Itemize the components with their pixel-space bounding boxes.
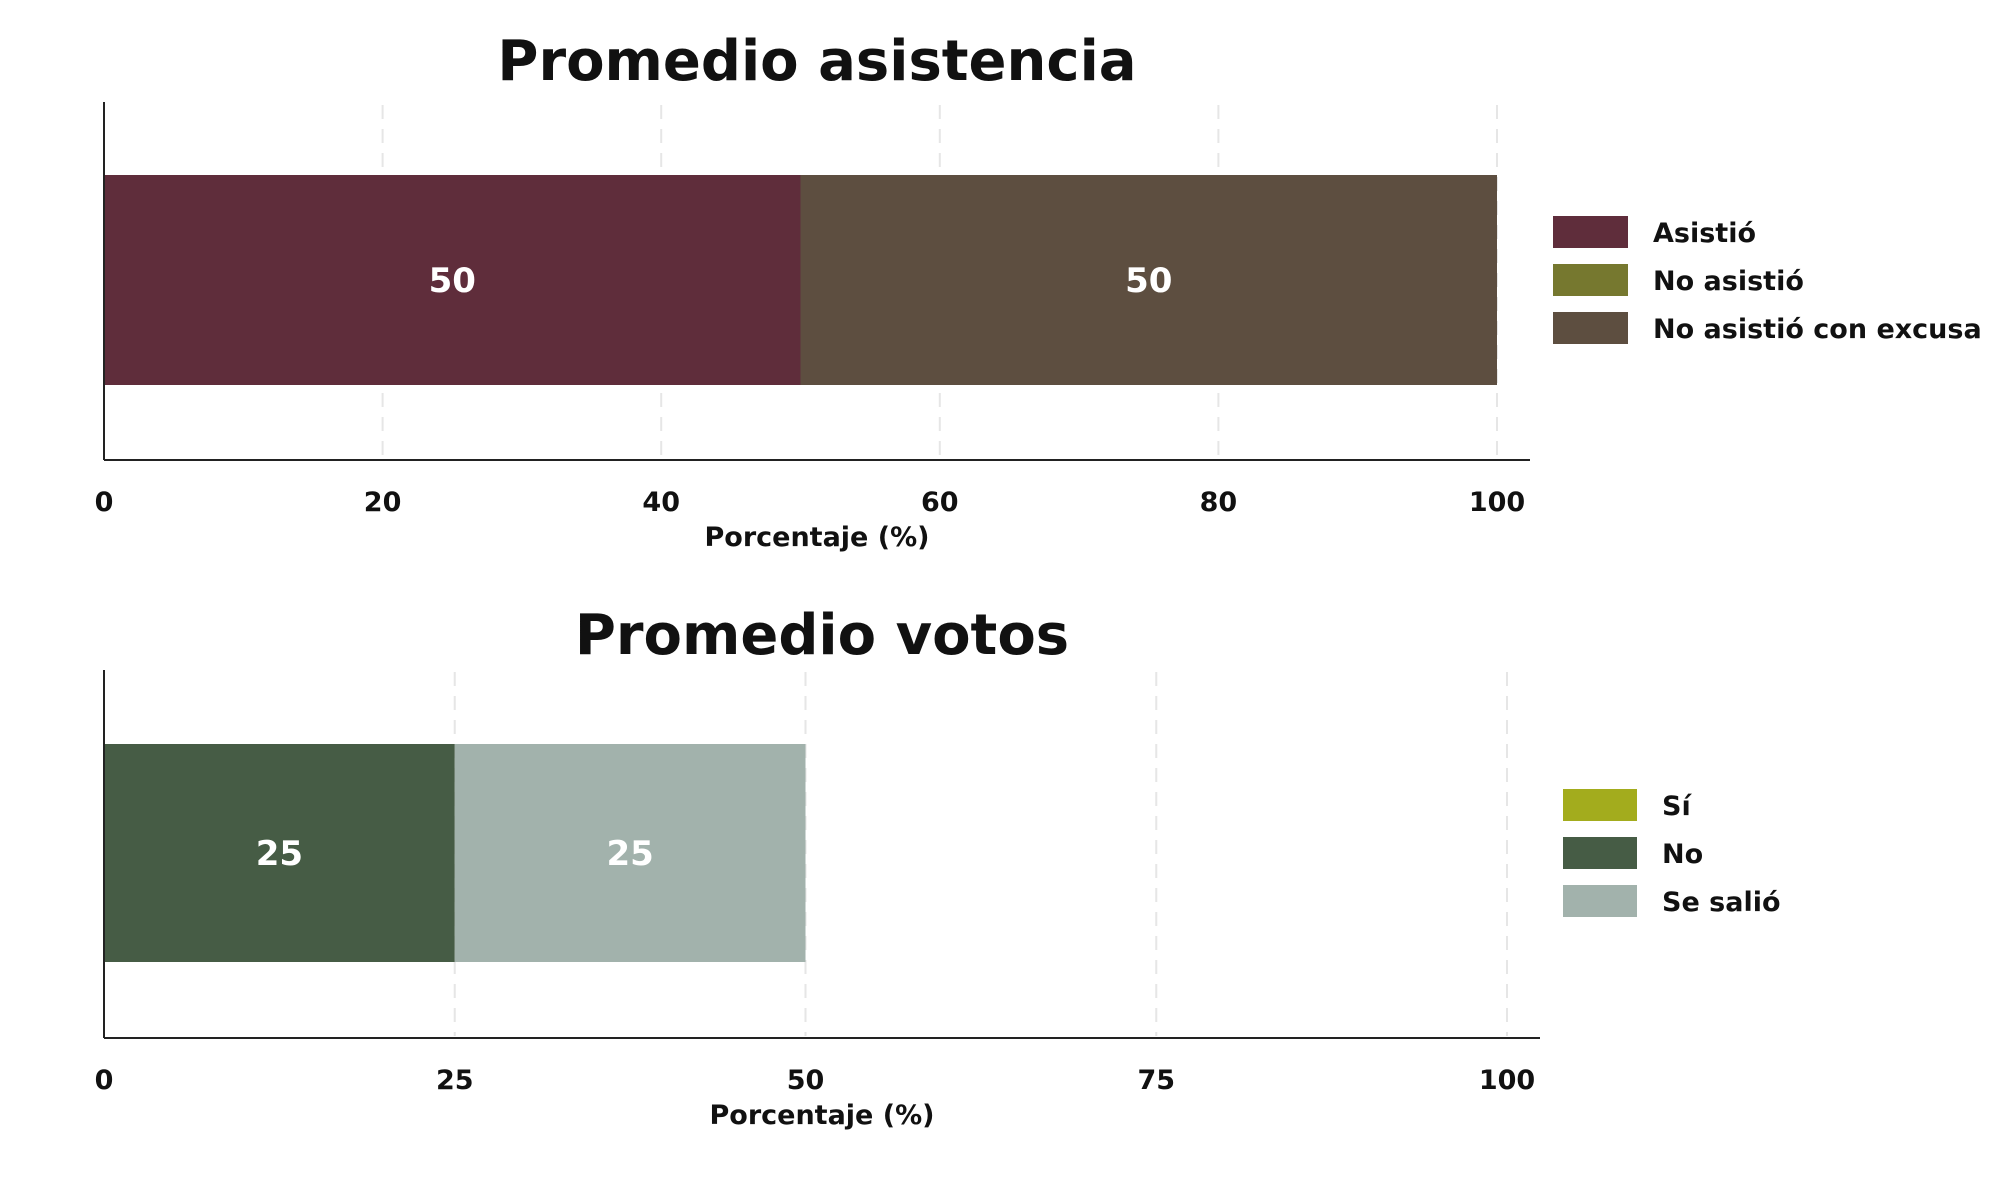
bar-labels: 50 50 <box>429 261 1173 301</box>
bar-segment <box>800 175 1497 385</box>
chart-title: Promedio asistencia <box>497 29 1136 94</box>
legend-label: No asistió <box>1653 266 1804 297</box>
legend-label: Se salió <box>1662 887 1781 918</box>
legend-swatch <box>1553 264 1628 296</box>
x-axis-label: Porcentaje (%) <box>709 1100 934 1131</box>
chart-title: Promedio votos <box>575 603 1069 668</box>
bar-segment <box>104 175 801 385</box>
attendance-chart: Promedio asistencia 50 50 0 20 40 60 80 100 Po… <box>95 29 1982 553</box>
x-tick-labels: 0 20 40 60 80 100 <box>95 487 1526 518</box>
bars <box>104 744 806 962</box>
legend: Asistió No asistió No asistió con excusa <box>1553 216 1982 345</box>
x-tick-labels: 0 25 50 75 100 <box>95 1065 1536 1096</box>
x-tick-label: 0 <box>95 487 114 518</box>
x-tick-label: 100 <box>1469 487 1525 518</box>
legend-label: Sí <box>1662 791 1692 822</box>
bar-labels: 25 25 <box>256 834 654 874</box>
x-tick-label: 25 <box>436 1065 474 1096</box>
legend-label: Asistió <box>1653 218 1756 249</box>
x-tick-label: 50 <box>787 1065 825 1096</box>
x-tick-label: 20 <box>364 487 402 518</box>
x-tick-label: 75 <box>1137 1065 1175 1096</box>
x-tick-label: 40 <box>642 487 680 518</box>
data-label: 50 <box>1125 261 1172 301</box>
bar-segment <box>454 744 806 962</box>
x-axis-label: Porcentaje (%) <box>704 522 929 553</box>
data-label: 25 <box>256 834 303 874</box>
legend-swatch <box>1563 885 1637 917</box>
legend-swatch <box>1553 312 1628 344</box>
data-label: 50 <box>429 261 476 301</box>
votes-chart: Promedio votos 25 25 0 25 50 75 100 Porcentaj… <box>95 603 1781 1131</box>
legend-swatch <box>1553 216 1628 248</box>
data-label: 25 <box>606 834 653 874</box>
x-tick-label: 0 <box>95 1065 114 1096</box>
legend-swatch <box>1563 789 1637 821</box>
legend-swatch <box>1563 837 1637 869</box>
legend-label: No asistió con excusa <box>1653 314 1982 345</box>
bars <box>104 175 1497 385</box>
legend-label: No <box>1662 839 1703 870</box>
bar-segment <box>104 744 455 962</box>
x-tick-label: 80 <box>1200 487 1238 518</box>
legend: Sí No Se salió <box>1563 789 1781 918</box>
x-tick-label: 60 <box>921 487 959 518</box>
x-tick-label: 100 <box>1479 1065 1535 1096</box>
